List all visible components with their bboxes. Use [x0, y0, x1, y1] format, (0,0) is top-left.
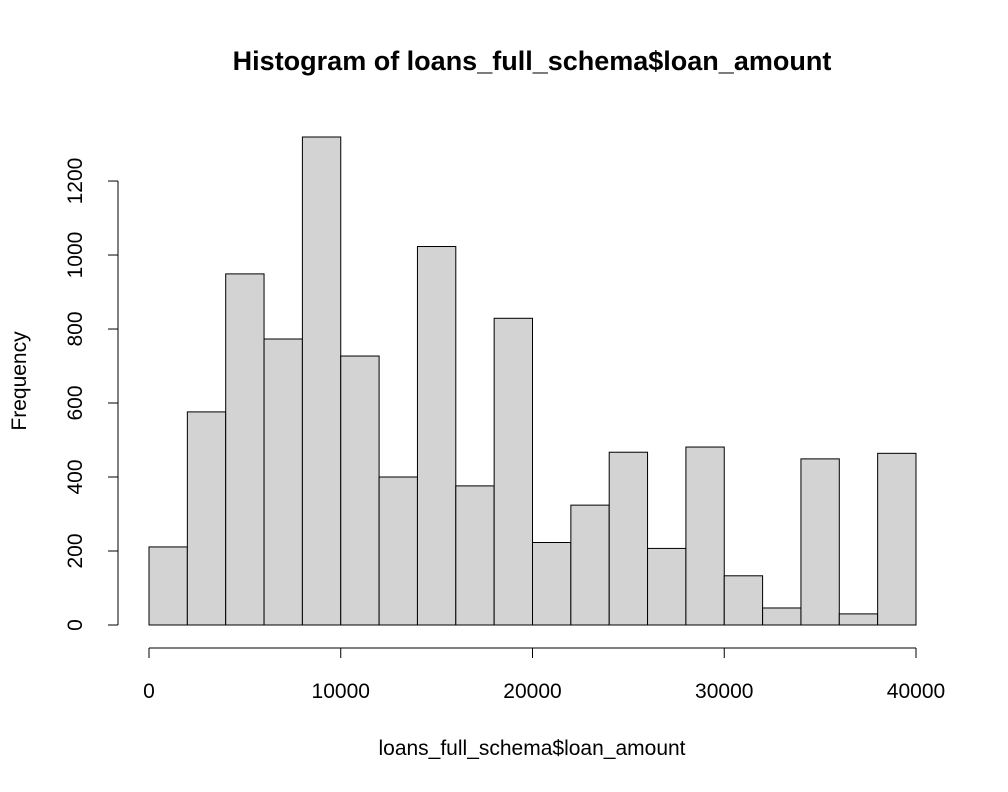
- y-tick-label: 200: [64, 533, 87, 568]
- y-tick-label: 800: [64, 311, 87, 346]
- x-axis-label: loans_full_schema$loan_amount: [378, 737, 685, 760]
- histogram-bar: [340, 355, 380, 626]
- x-tick-label: 40000: [887, 680, 945, 703]
- x-axis: 0 10000 20000 30000 40000: [143, 647, 945, 703]
- histogram-bar: [877, 452, 917, 626]
- y-axis-label: Frequency: [8, 331, 31, 431]
- histogram-bar: [532, 541, 572, 626]
- histogram-bar: [762, 607, 802, 626]
- y-tick-label: 1200: [64, 158, 87, 205]
- histogram-bar: [723, 575, 764, 626]
- histogram-bar: [838, 613, 879, 626]
- histogram-bar: [148, 546, 188, 626]
- bars-group: [148, 136, 917, 626]
- histogram-bar: [301, 136, 342, 626]
- y-tick-label: 400: [64, 459, 87, 494]
- x-tick-label: 30000: [695, 680, 753, 703]
- histogram-bar: [263, 338, 303, 626]
- chart-title: Histogram of loans_full_schema$loan_amou…: [233, 46, 832, 76]
- histogram-bar: [608, 451, 649, 626]
- histogram-bar: [416, 246, 457, 626]
- histogram-bar: [685, 446, 725, 626]
- histogram-bar: [378, 476, 418, 626]
- y-axis: 0 200 400 600 800 1000 1200: [64, 158, 119, 631]
- histogram-bar: [225, 273, 265, 626]
- histogram-bar: [493, 317, 533, 626]
- y-tick-label: 600: [64, 385, 87, 420]
- histogram-bar: [186, 411, 227, 626]
- x-tick-label: 0: [143, 680, 155, 703]
- histogram-bar: [647, 547, 687, 626]
- y-tick-label: 1000: [64, 232, 87, 279]
- x-tick-label: 20000: [503, 680, 561, 703]
- histogram-bar: [455, 485, 495, 626]
- histogram-bar: [570, 504, 610, 626]
- y-tick-label: 0: [64, 619, 87, 631]
- histogram-bar: [800, 458, 840, 626]
- x-tick-label: 10000: [312, 680, 370, 703]
